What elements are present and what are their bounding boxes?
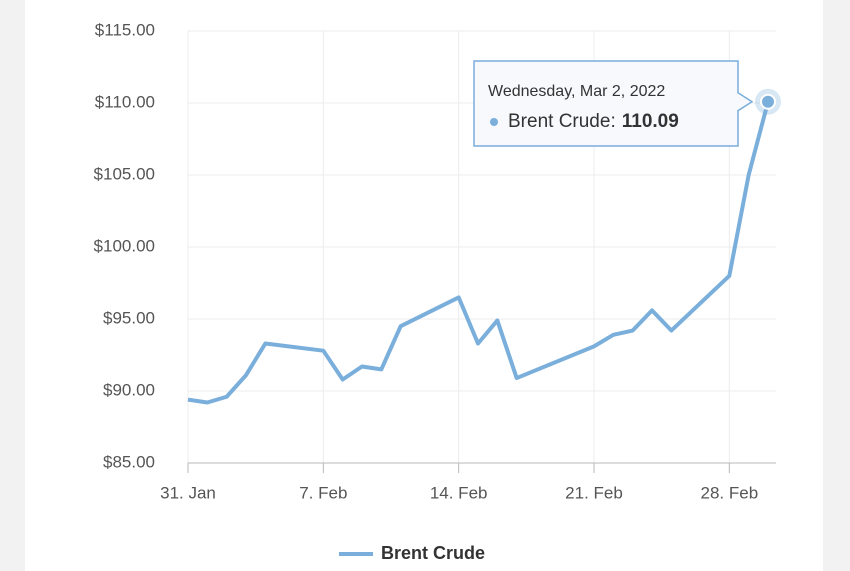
hover-point [760,93,776,110]
y-tick-label: $85.00 [103,452,155,471]
x-tick-label: 21. Feb [565,483,623,502]
x-tick-label: 28. Feb [701,483,759,502]
tooltip-label: Brent Crude: [508,111,616,132]
y-tick-label: $95.00 [103,308,155,327]
tooltip: Wednesday, Mar 2, 2022 Brent Crude: 110.09 [473,60,754,147]
legend-label: Brent Crude [381,543,485,563]
x-tick-label: 31. Jan [160,483,216,502]
y-tick-label: $115.00 [95,20,155,39]
tooltip-value: 110.09 [622,111,679,132]
line-series [187,101,770,405]
tooltip-dot [490,118,498,126]
tooltip-title: Wednesday, Mar 2, 2022 [488,83,665,100]
tooltip-line: Brent Crude: 110.09 [508,111,679,132]
y-tick-label: $100.00 [94,236,155,255]
tooltip-box [473,60,754,147]
x-tick-label: 7. Feb [299,483,347,502]
y-tick-label: $105.00 [94,164,155,183]
y-tick-label: $90.00 [103,380,155,399]
y-tick-label: $110.00 [95,92,155,111]
x-tick-label: 14. Feb [430,483,488,502]
